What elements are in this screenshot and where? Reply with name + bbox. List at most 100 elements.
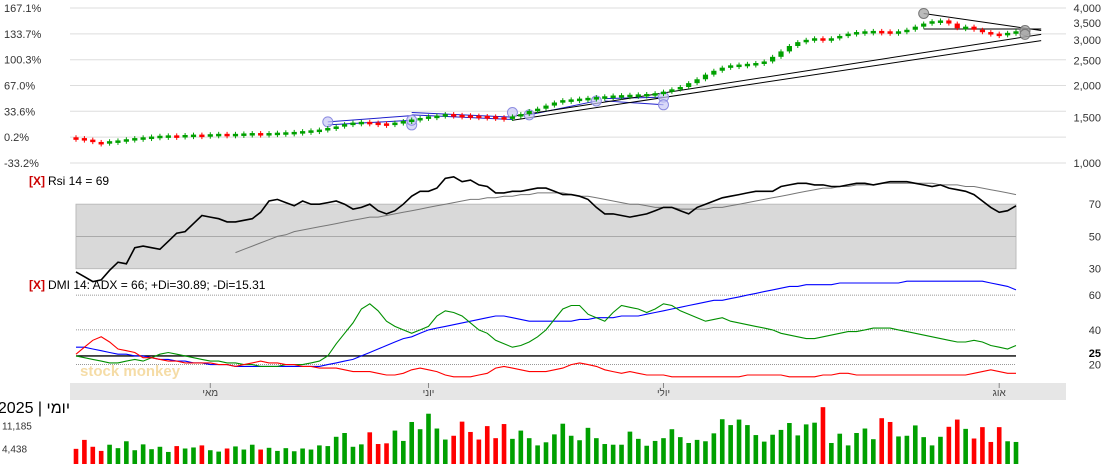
volume-bar — [812, 422, 817, 464]
pattern-point — [322, 116, 334, 128]
volume-bar — [971, 438, 977, 464]
candle — [979, 29, 986, 33]
candle — [241, 133, 247, 136]
volume-bar — [661, 438, 666, 464]
candle — [929, 21, 935, 24]
volume-bar — [896, 436, 901, 464]
volume-bar — [300, 448, 305, 464]
candle — [870, 30, 876, 34]
time-tick-label: יולי — [657, 387, 670, 399]
candle — [442, 114, 448, 117]
volume-bar — [996, 427, 1002, 464]
candle — [174, 135, 180, 138]
candle — [232, 133, 239, 137]
volume-bar — [518, 430, 524, 464]
volume-bar — [426, 413, 431, 464]
candle — [963, 26, 969, 30]
candle — [879, 30, 885, 34]
volume-bar — [325, 446, 331, 464]
volume-bar — [803, 424, 809, 464]
volume-bar — [199, 445, 205, 464]
volume-bar — [627, 431, 633, 464]
candle — [627, 94, 633, 98]
candle — [660, 91, 667, 95]
volume-bar — [585, 427, 591, 464]
volume-bar — [182, 448, 188, 464]
volume-bar — [442, 439, 448, 464]
candle — [568, 99, 574, 102]
dmi-label: DMI 14: ADX = 66; +Di=30.89; -Di=15.31 — [48, 278, 266, 292]
volume-bar — [904, 435, 910, 464]
candle — [946, 20, 952, 24]
time-tick-label: מאי — [202, 388, 218, 399]
price-tick-label: 2,500 — [1073, 56, 1101, 68]
candle — [476, 115, 482, 119]
candle — [157, 135, 163, 139]
volume-bar — [862, 428, 868, 464]
volume-bar — [493, 438, 498, 464]
rsi-close-button[interactable]: [X] — [29, 174, 45, 188]
price-panel: 167.1% 133.7% 100.3% 67.0% 33.6% 0.2% -33.2% 4,… — [4, 3, 1101, 170]
volume-bar — [476, 439, 482, 464]
candle — [770, 56, 776, 62]
volume-bar — [73, 448, 79, 464]
volume-tick-label: 11,185 — [2, 421, 32, 432]
minus-di-line — [75, 336, 1016, 378]
candle — [728, 65, 734, 68]
volume-bar — [342, 433, 347, 464]
volume-bar — [728, 425, 733, 464]
volume-bar — [1013, 441, 1019, 464]
rsi-tick-label: 30 — [1089, 264, 1101, 276]
volume-bar — [98, 450, 104, 464]
trend-line — [604, 100, 664, 106]
trend-line — [327, 115, 412, 123]
candle — [618, 95, 625, 98]
candle — [350, 122, 356, 126]
price-tick-label: 3,000 — [1073, 35, 1101, 47]
candle — [501, 117, 507, 120]
candle — [291, 131, 297, 135]
volume-bar — [837, 433, 843, 464]
candle — [425, 116, 432, 119]
candle — [753, 63, 759, 66]
candle — [467, 115, 474, 118]
volume-bar — [719, 419, 725, 464]
volume-bar — [669, 429, 675, 464]
channel-anchor-point — [918, 7, 930, 19]
candle — [325, 128, 331, 131]
volume-bar — [652, 440, 658, 464]
candle — [367, 121, 373, 125]
dmi-close-button[interactable]: [X] — [29, 278, 45, 292]
candle — [837, 35, 843, 39]
price-tick-label: 2,000 — [1073, 81, 1101, 93]
candle — [887, 31, 893, 34]
volume-bar — [753, 435, 759, 464]
volume-bar — [107, 444, 112, 464]
candle — [383, 123, 390, 126]
candle — [451, 114, 457, 117]
volume-bar — [543, 442, 549, 464]
volume-bar — [224, 448, 230, 464]
candle — [652, 93, 658, 96]
volume-bar — [459, 421, 465, 464]
volume-bar — [963, 428, 968, 464]
volume-bar — [434, 428, 440, 464]
candle — [677, 87, 683, 90]
volume-bar — [375, 444, 381, 464]
volume-bar — [912, 425, 918, 464]
time-axis: מאי יוני יולי אוג — [70, 383, 1066, 400]
candle — [543, 105, 549, 109]
volume-bar — [644, 445, 650, 464]
volume-bar — [258, 449, 263, 464]
volume-bar — [166, 451, 171, 464]
rsi-label: Rsi 14 = 69 — [48, 174, 109, 188]
candle — [845, 33, 851, 37]
volume-bar — [451, 435, 456, 464]
volume-bar — [594, 438, 599, 464]
candle — [148, 136, 155, 140]
volume-bar — [787, 423, 792, 464]
candle — [207, 134, 213, 137]
volume-bar — [887, 421, 893, 464]
volume-bar — [291, 451, 297, 464]
